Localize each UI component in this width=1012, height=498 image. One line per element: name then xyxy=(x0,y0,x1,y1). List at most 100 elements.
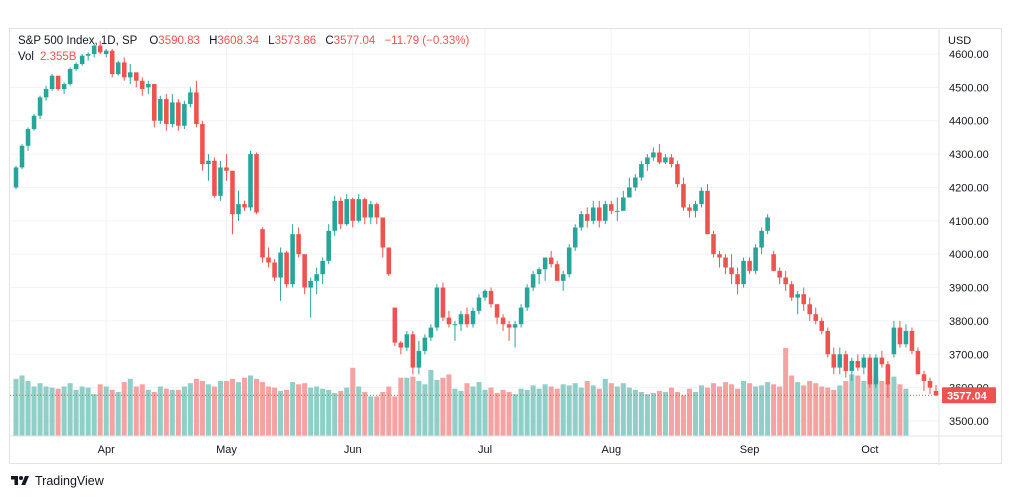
candle[interactable] xyxy=(861,354,867,375)
candle[interactable] xyxy=(404,330,410,351)
candle[interactable] xyxy=(91,44,97,58)
candle[interactable] xyxy=(699,187,704,208)
candle[interactable] xyxy=(578,210,584,231)
candle[interactable] xyxy=(410,330,416,375)
candle[interactable] xyxy=(735,267,740,295)
candle[interactable] xyxy=(194,80,199,128)
candle[interactable] xyxy=(242,200,247,211)
candle[interactable] xyxy=(470,307,476,328)
candle[interactable] xyxy=(933,384,939,397)
candle[interactable] xyxy=(741,257,746,288)
candle[interactable] xyxy=(681,177,686,211)
candle[interactable] xyxy=(873,354,879,388)
candle[interactable] xyxy=(266,247,271,268)
candle[interactable] xyxy=(711,230,716,258)
candle[interactable] xyxy=(85,52,91,61)
candle[interactable] xyxy=(596,200,602,228)
candle[interactable] xyxy=(488,287,494,308)
candle[interactable] xyxy=(434,284,440,331)
candle[interactable] xyxy=(170,94,175,128)
candle[interactable] xyxy=(19,144,25,170)
candle[interactable] xyxy=(915,347,921,375)
candle[interactable] xyxy=(621,190,626,211)
candle[interactable] xyxy=(127,64,133,85)
candle[interactable] xyxy=(615,197,620,221)
candle[interactable] xyxy=(837,347,843,375)
candle[interactable] xyxy=(669,154,674,168)
candle[interactable] xyxy=(121,57,127,81)
candle[interactable] xyxy=(212,157,217,198)
candle[interactable] xyxy=(777,267,782,285)
candle[interactable] xyxy=(152,84,157,128)
tradingview-branding[interactable]: TradingView xyxy=(10,472,104,490)
candle[interactable] xyxy=(61,82,67,95)
candle[interactable] xyxy=(765,214,770,235)
candle[interactable] xyxy=(350,197,356,228)
candle[interactable] xyxy=(416,340,422,375)
candle[interactable] xyxy=(723,254,728,275)
candle[interactable] xyxy=(813,307,819,325)
candle[interactable] xyxy=(627,177,632,198)
candle[interactable] xyxy=(855,354,861,371)
candle[interactable] xyxy=(380,217,386,258)
candle[interactable] xyxy=(284,250,289,288)
candle[interactable] xyxy=(819,317,825,335)
candle[interactable] xyxy=(428,324,434,341)
candle[interactable] xyxy=(687,204,692,218)
candle[interactable] xyxy=(885,360,891,398)
candle[interactable] xyxy=(362,197,368,225)
candle[interactable] xyxy=(476,294,482,315)
candle[interactable] xyxy=(879,350,885,368)
candle[interactable] xyxy=(31,114,37,131)
candle[interactable] xyxy=(224,154,229,181)
candle[interactable] xyxy=(49,74,55,91)
candle[interactable] xyxy=(109,49,115,78)
candle[interactable] xyxy=(518,304,524,328)
candle[interactable] xyxy=(314,267,319,295)
candle[interactable] xyxy=(133,72,139,88)
candle[interactable] xyxy=(386,247,392,276)
candle[interactable] xyxy=(494,304,500,325)
candle[interactable] xyxy=(584,207,590,228)
candle[interactable] xyxy=(753,244,758,275)
candlestick-chart[interactable]: 3500.003600.003700.003800.003900.004000.… xyxy=(10,29,1003,465)
candle[interactable] xyxy=(139,77,145,96)
candle[interactable] xyxy=(831,347,837,375)
candle[interactable] xyxy=(554,260,560,281)
candle[interactable] xyxy=(25,127,31,151)
candle[interactable] xyxy=(693,200,698,218)
candle[interactable] xyxy=(458,310,464,331)
candle[interactable] xyxy=(13,165,19,190)
candle[interactable] xyxy=(663,154,668,165)
candle[interactable] xyxy=(230,170,235,235)
candle[interactable] xyxy=(278,247,283,301)
candle[interactable] xyxy=(825,327,831,358)
candle[interactable] xyxy=(326,224,331,265)
candle[interactable] xyxy=(158,95,163,125)
candle[interactable] xyxy=(903,324,909,348)
candle[interactable] xyxy=(164,94,169,131)
candle[interactable] xyxy=(789,280,794,301)
candle[interactable] xyxy=(506,320,512,341)
candle[interactable] xyxy=(302,254,307,295)
candle[interactable] xyxy=(332,195,337,236)
candle[interactable] xyxy=(783,270,788,291)
candle[interactable] xyxy=(524,284,530,311)
candle[interactable] xyxy=(897,320,903,348)
candle[interactable] xyxy=(446,310,452,328)
candle[interactable] xyxy=(200,120,205,171)
candle[interactable] xyxy=(356,194,362,223)
candle[interactable] xyxy=(37,95,43,120)
candle[interactable] xyxy=(867,354,873,388)
candle[interactable] xyxy=(645,154,650,171)
candle[interactable] xyxy=(176,99,181,131)
candle[interactable] xyxy=(218,160,223,201)
candle[interactable] xyxy=(97,40,103,55)
candle[interactable] xyxy=(927,377,933,395)
candle[interactable] xyxy=(422,334,428,355)
candle[interactable] xyxy=(338,197,343,230)
candle[interactable] xyxy=(921,370,927,391)
candle[interactable] xyxy=(73,62,79,71)
candle[interactable] xyxy=(308,277,313,318)
candle[interactable] xyxy=(374,202,380,225)
